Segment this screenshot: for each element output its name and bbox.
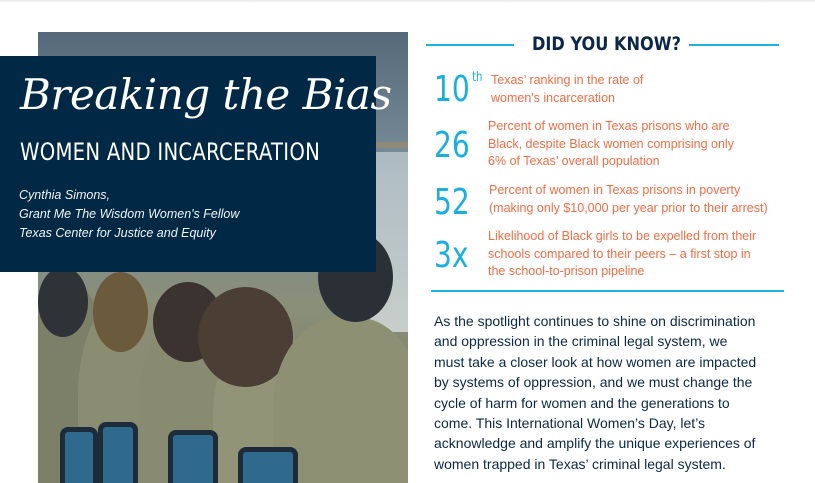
stat-line: (making only $10,000 per year prior to t… — [489, 200, 768, 215]
photo-hair — [93, 272, 148, 352]
photo-chair — [238, 447, 298, 483]
photo-chair — [98, 422, 138, 483]
byline-role: Grant Me The Wisdom Women's Fellow — [19, 207, 240, 221]
stat-line: schools compared to their peers – a firs… — [488, 246, 751, 261]
page-subtitle: WOMEN AND INCARCERATION — [20, 138, 321, 166]
body-paragraph: As the spotlight continues to shine on d… — [434, 311, 804, 474]
body-line: acknowledge and amplify the unique exper… — [434, 435, 756, 452]
body-line: cycle of harm for women and the generati… — [434, 394, 730, 411]
stat-description: Percent of women in Texas prisons in pov… — [489, 182, 768, 217]
body-line: women trapped in Texas’ criminal legal s… — [434, 455, 726, 472]
stat-line: Likelihood of Black girls to be expelled… — [488, 229, 757, 243]
stat-line: Black, despite Black women comprising on… — [488, 136, 734, 151]
stat-item: 3x Likelihood of Black girls to be expel… — [434, 228, 804, 282]
photo-hair — [198, 287, 293, 387]
stat-number-value: 10 — [434, 69, 470, 110]
body-line: As the spotlight continues to shine on d… — [434, 313, 756, 329]
photo-hair — [38, 267, 88, 337]
stat-line: Percent of women in Texas prisons who ar… — [488, 119, 730, 133]
title-box: Breaking the Bias WOMEN AND INCARCERATIO… — [0, 56, 392, 272]
byline: Cynthia Simons, Grant Me The Wisdom Wome… — [19, 186, 239, 243]
stat-line: women's incarceration — [491, 90, 615, 105]
did-you-know-title: DID YOU KNOW? — [532, 33, 681, 55]
header-rule-left — [426, 44, 514, 46]
stat-number: 26 — [434, 125, 470, 166]
stat-item: 52 Percent of women in Texas prisons in … — [434, 181, 804, 221]
stat-description: Texas’ ranking in the rate of women's in… — [491, 72, 643, 107]
stat-line: Percent of women in Texas prisons in pov… — [489, 183, 741, 197]
did-you-know-header: DID YOU KNOW? — [424, 33, 784, 57]
body-line: and oppression in the criminal legal sys… — [434, 333, 728, 350]
section-divider — [431, 290, 784, 292]
photo-chair — [168, 430, 218, 483]
stat-item: 26 Percent of women in Texas prisons who… — [434, 117, 804, 171]
page-title: Breaking the Bias — [20, 70, 392, 119]
stat-number: 52 — [434, 182, 470, 223]
stat-number-suffix: th — [472, 70, 483, 85]
byline-author: Cynthia Simons, — [19, 188, 111, 202]
stat-number: 3x — [434, 235, 469, 276]
byline-org: Texas Center for Justice and Equity — [19, 226, 216, 240]
stat-line: Texas’ ranking in the rate of — [491, 73, 644, 87]
stat-description: Likelihood of Black girls to be expelled… — [488, 228, 756, 281]
top-shadow — [0, 0, 815, 3]
photo-chair — [60, 427, 98, 483]
stat-line: the school-to-prison pipeline — [488, 264, 645, 278]
body-line: by systems of oppression, and we must ch… — [434, 374, 753, 391]
stat-line: 6% of Texas’ overall population — [488, 154, 660, 168]
body-line: must take a closer look at how women are… — [434, 353, 757, 370]
stat-description: Percent of women in Texas prisons who ar… — [488, 118, 734, 171]
header-rule-right — [689, 44, 779, 46]
body-line: come. This International Women’s Day, le… — [434, 415, 706, 432]
